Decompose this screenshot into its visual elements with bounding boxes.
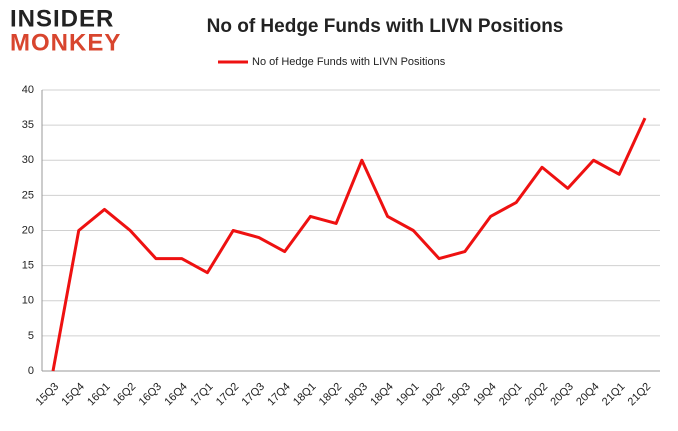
y-tick-label: 15 bbox=[22, 260, 34, 272]
x-tick-label: 19Q2 bbox=[420, 381, 448, 409]
x-tick-label: 17Q1 bbox=[188, 381, 216, 409]
legend-label: No of Hedge Funds with LIVN Positions bbox=[252, 56, 446, 68]
y-tick-label: 25 bbox=[22, 189, 34, 201]
x-tick-label: 18Q2 bbox=[317, 381, 345, 409]
x-tick-label: 18Q1 bbox=[291, 381, 319, 409]
y-tick-label: 0 bbox=[28, 365, 34, 377]
y-tick-label: 20 bbox=[22, 224, 34, 236]
x-tick-label: 20Q2 bbox=[523, 381, 551, 409]
x-tick-label: 15Q3 bbox=[34, 381, 62, 409]
logo-top: INSIDER bbox=[10, 5, 114, 32]
x-tick-label: 17Q4 bbox=[265, 381, 293, 409]
y-tick-label: 40 bbox=[22, 84, 34, 96]
y-tick-label: 30 bbox=[22, 154, 34, 166]
y-tick-label: 35 bbox=[22, 119, 34, 131]
x-tick-label: 19Q3 bbox=[445, 381, 473, 409]
x-tick-label: 19Q1 bbox=[394, 381, 422, 409]
x-tick-label: 18Q3 bbox=[343, 381, 371, 409]
x-tick-label: 16Q3 bbox=[137, 381, 165, 409]
x-tick-label: 18Q4 bbox=[368, 381, 396, 409]
x-tick-label: 16Q2 bbox=[111, 381, 139, 409]
x-tick-label: 20Q3 bbox=[548, 381, 576, 409]
x-tick-label: 16Q1 bbox=[85, 381, 113, 409]
y-tick-label: 5 bbox=[28, 330, 34, 342]
x-tick-label: 20Q1 bbox=[497, 381, 525, 409]
x-tick-label: 21Q2 bbox=[626, 381, 654, 409]
x-tick-label: 17Q2 bbox=[214, 381, 242, 409]
logo-bottom: MONKEY bbox=[10, 29, 121, 56]
x-tick-label: 20Q4 bbox=[574, 381, 602, 409]
x-tick-label: 17Q3 bbox=[240, 381, 268, 409]
x-tick-label: 15Q4 bbox=[59, 381, 87, 409]
x-tick-label: 16Q4 bbox=[162, 381, 190, 409]
data-line bbox=[51, 117, 647, 372]
x-tick-label: 21Q1 bbox=[600, 381, 628, 409]
x-tick-label: 19Q4 bbox=[471, 381, 499, 409]
chart-title: No of Hedge Funds with LIVN Positions bbox=[207, 16, 564, 37]
y-tick-label: 10 bbox=[22, 295, 34, 307]
